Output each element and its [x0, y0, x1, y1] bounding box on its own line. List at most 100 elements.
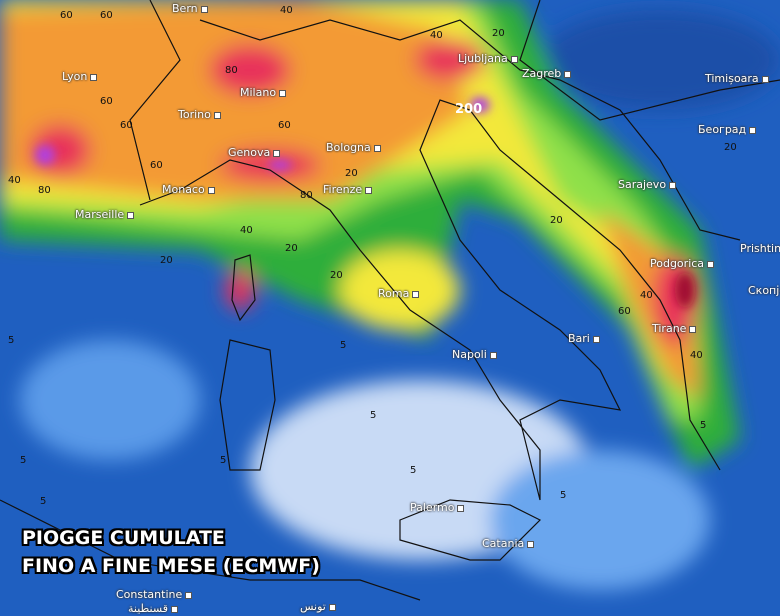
city-marker-icon	[90, 73, 98, 81]
contour-label: 80	[300, 190, 313, 201]
borders-coastlines	[0, 0, 780, 601]
city-marker-icon	[761, 75, 769, 83]
city-label: Napoli	[452, 348, 497, 361]
city-marker-icon	[527, 540, 535, 548]
city-label: Marseille	[75, 208, 135, 221]
city-name: Београд	[698, 123, 747, 136]
contour-label: 5	[700, 420, 707, 431]
city-marker-icon	[749, 126, 757, 134]
city-label: Tirane	[652, 322, 697, 335]
contour-label: 20	[345, 168, 358, 179]
city-label: Palermo	[410, 501, 465, 514]
contour-label: 20	[160, 255, 173, 266]
city-label: Constantine	[116, 588, 193, 601]
contour-label: 20	[492, 28, 505, 39]
city-label: تونس	[300, 600, 336, 613]
city-marker-icon	[365, 186, 373, 194]
city-marker-icon	[328, 603, 336, 611]
title-line-2: FINO A FINE MESE (ECMWF)	[22, 555, 320, 577]
city-marker-icon	[564, 70, 572, 78]
contour-label: 80	[38, 185, 51, 196]
city-name: Milano	[240, 86, 277, 99]
city-label: Milano	[240, 86, 287, 99]
city-marker-icon	[689, 325, 697, 333]
city-name: Zagreb	[522, 67, 562, 80]
city-name: Marseille	[75, 208, 125, 221]
city-marker-icon	[279, 89, 287, 97]
contour-label: 200	[455, 102, 483, 117]
city-marker-icon	[273, 149, 281, 157]
rain-fields	[0, 0, 780, 590]
city-name: Bologna	[326, 141, 371, 154]
contour-label: 5	[40, 496, 47, 507]
city-name: Monaco	[162, 183, 205, 196]
city-name: قسنطينة	[128, 602, 168, 615]
contour-label: 40	[640, 290, 653, 301]
city-name: Prishtina	[740, 242, 780, 255]
city-marker-icon	[510, 55, 518, 63]
city-marker-icon	[592, 335, 600, 343]
map-title: PIOGGE CUMULATE FINO A FINE MESE (ECMWF)	[22, 524, 320, 580]
city-marker-icon	[200, 5, 208, 13]
city-label: Ljubljana	[458, 52, 518, 65]
city-label: Lyon	[62, 70, 98, 83]
city-marker-icon	[457, 504, 465, 512]
city-label: Genova	[228, 146, 281, 159]
contour-label: 40	[690, 350, 703, 361]
city-name: Lyon	[62, 70, 88, 83]
city-label: Скопје	[748, 284, 780, 297]
contour-label: 60	[100, 96, 113, 107]
city-label: Podgorica	[650, 257, 715, 270]
contour-label: 5	[220, 455, 227, 466]
city-marker-icon	[213, 111, 221, 119]
city-marker-icon	[489, 351, 497, 359]
city-name: Palermo	[410, 501, 455, 514]
contour-label: 5	[560, 490, 567, 501]
city-marker-icon	[207, 186, 215, 194]
city-name: Bari	[568, 332, 590, 345]
city-label: Roma	[378, 287, 420, 300]
city-name: تونس	[300, 600, 326, 613]
contour-label: 5	[370, 410, 377, 421]
contour-label: 20	[724, 142, 737, 153]
city-name: Bern	[172, 2, 198, 15]
city-name: Firenze	[323, 183, 363, 196]
city-name: Ljubljana	[458, 52, 508, 65]
title-line-1: PIOGGE CUMULATE	[22, 527, 225, 549]
contour-label: 5	[20, 455, 27, 466]
city-name: Genova	[228, 146, 271, 159]
city-marker-icon	[127, 211, 135, 219]
city-name: Torino	[178, 108, 211, 121]
contour-label: 5	[8, 335, 15, 346]
city-marker-icon	[170, 605, 178, 613]
contour-label: 60	[150, 160, 163, 171]
city-label: Timișoara	[705, 72, 769, 85]
city-label: Zagreb	[522, 67, 572, 80]
contour-label: 60	[278, 120, 291, 131]
contour-label: 60	[100, 10, 113, 21]
city-marker-icon	[373, 144, 381, 152]
city-marker-icon	[669, 181, 677, 189]
city-label: Monaco	[162, 183, 215, 196]
contour-label: 20	[550, 215, 563, 226]
city-label: Bari	[568, 332, 600, 345]
city-label: Београд	[698, 123, 757, 136]
contour-label: 5	[340, 340, 347, 351]
city-marker-icon	[707, 260, 715, 268]
city-name: Tirane	[652, 322, 687, 335]
contour-label: 5	[410, 465, 417, 476]
city-label: Firenze	[323, 183, 373, 196]
city-label: Prishtina	[740, 242, 780, 255]
city-label: Catania	[482, 537, 535, 550]
contour-label: 60	[60, 10, 73, 21]
city-name: Roma	[378, 287, 410, 300]
city-name: Napoli	[452, 348, 487, 361]
city-name: Podgorica	[650, 257, 705, 270]
city-label: Bologna	[326, 141, 381, 154]
city-name: Constantine	[116, 588, 183, 601]
contour-label: 20	[330, 270, 343, 281]
city-name: Catania	[482, 537, 525, 550]
contour-label: 40	[240, 225, 253, 236]
contour-label: 40	[430, 30, 443, 41]
